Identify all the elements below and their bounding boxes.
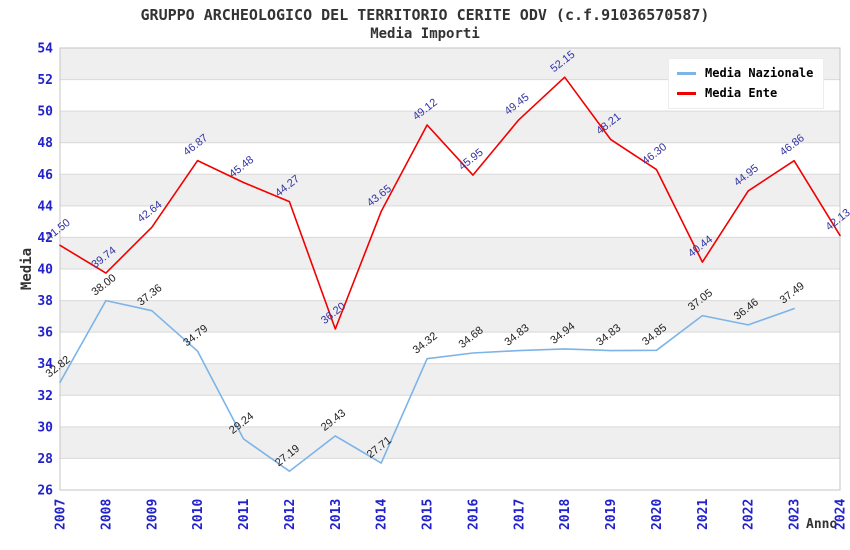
x-tick-label: 2019 (604, 499, 619, 530)
y-tick-label: 32 (37, 389, 53, 404)
plot-band (60, 237, 840, 269)
x-tick-label: 2014 (375, 499, 390, 530)
y-tick-label: 36 (37, 326, 53, 341)
plot-band (60, 205, 840, 238)
x-tick-label: 2010 (191, 499, 206, 530)
chart-title: GRUPPO ARCHEOLOGICO DEL TERRITORIO CERIT… (140, 6, 710, 24)
x-tick-label: 2009 (145, 499, 160, 530)
x-tick-label: 2012 (283, 499, 298, 530)
y-tick-label: 42 (37, 231, 53, 246)
legend-label: Media Nazionale (705, 66, 814, 80)
x-tick-label: 2018 (558, 499, 573, 530)
y-tick-label: 34 (37, 357, 53, 372)
x-tick-label: 2020 (650, 499, 665, 530)
legend-label: Media Ente (705, 86, 778, 100)
y-tick-label: 46 (37, 168, 53, 183)
x-tick-label: 2013 (329, 499, 344, 530)
x-tick-label: 2016 (466, 499, 481, 530)
plot-band (60, 458, 840, 490)
y-tick-label: 54 (37, 42, 53, 57)
legend-line-swatch-nazionale (677, 71, 696, 75)
series-line-media-ente (59, 76, 841, 330)
plot-band (60, 363, 840, 396)
x-tick-label: 2024 (834, 499, 849, 530)
y-tick-label: 26 (37, 484, 53, 499)
plot-band (60, 426, 840, 459)
y-tick-label: 38 (37, 294, 53, 309)
y-tick-label: 44 (37, 199, 53, 214)
y-tick-label: 50 (37, 105, 53, 120)
series-line-media-nazionale (59, 299, 795, 473)
x-tick-label: 2015 (421, 499, 436, 530)
legend-line-swatch-ente (677, 91, 696, 95)
x-axis-title: Anno (806, 517, 838, 532)
plot-band (60, 395, 840, 427)
legend: Media Nazionale Media Ente (668, 58, 825, 109)
x-tick-label: 2011 (237, 499, 252, 530)
plot-band (60, 111, 840, 143)
x-tick-label: 2022 (742, 499, 757, 530)
x-tick-label: 2021 (696, 499, 711, 530)
plot-band (60, 174, 840, 206)
chart-subtitle: Media Importi (370, 26, 480, 42)
y-tick-label: 40 (37, 263, 53, 278)
x-tick-label: 2007 (54, 499, 69, 530)
y-tick-label: 28 (37, 452, 53, 467)
plot-band (60, 142, 840, 175)
y-tick-label: 30 (37, 420, 53, 435)
legend-item-media-ente: Media Ente (677, 83, 813, 103)
x-tick-label: 2017 (512, 499, 527, 530)
plot-border (59, 47, 841, 491)
x-tick-label: 2008 (99, 499, 114, 530)
plot-band (60, 300, 840, 333)
plot-band (60, 332, 840, 364)
x-tick-label: 2023 (788, 499, 803, 530)
y-tick-label: 52 (37, 73, 53, 88)
plot-band (60, 269, 840, 301)
y-tick-label: 48 (37, 136, 53, 151)
legend-item-media-nazionale: Media Nazionale (677, 63, 813, 83)
